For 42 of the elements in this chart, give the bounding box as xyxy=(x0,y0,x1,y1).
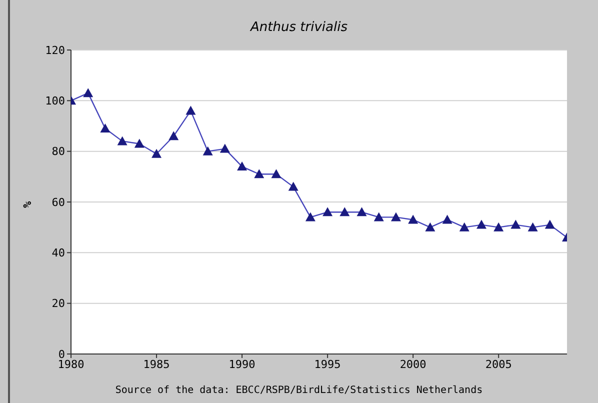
point xyxy=(117,136,128,146)
point xyxy=(168,131,179,140)
y-axis-title: % xyxy=(20,201,34,208)
x-tick-label: 1985 xyxy=(143,358,170,371)
y-tick-label: 20 xyxy=(52,297,65,310)
y-tick-label: 80 xyxy=(52,145,65,158)
point xyxy=(408,214,418,224)
point xyxy=(374,212,384,222)
point xyxy=(152,148,162,158)
y-tick-label: 120 xyxy=(45,44,65,57)
source-note: Source of the data: EBCC/RSPB/BirdLife/Statistics Netherlands xyxy=(114,385,484,396)
point xyxy=(100,124,110,133)
point xyxy=(442,214,452,224)
y-tick-label: 60 xyxy=(52,196,65,209)
point xyxy=(544,220,555,229)
point xyxy=(254,169,264,178)
point xyxy=(186,106,196,115)
chart-title: Anthus trivialis xyxy=(249,20,348,35)
point xyxy=(288,182,298,191)
x-tick-label: 1995 xyxy=(314,358,341,371)
x-tick-label: 1990 xyxy=(228,358,256,371)
point xyxy=(425,222,436,232)
point xyxy=(476,220,486,229)
point xyxy=(134,138,144,148)
point xyxy=(494,222,504,232)
point xyxy=(510,220,521,229)
point xyxy=(305,212,316,222)
point xyxy=(271,169,282,178)
point xyxy=(202,146,213,156)
point xyxy=(390,212,401,222)
point xyxy=(220,144,230,153)
x-tick-label: 2000 xyxy=(400,358,426,371)
point xyxy=(237,162,248,171)
point xyxy=(356,207,367,216)
x-tick-label: 2005 xyxy=(485,358,512,371)
y-tick-label: 100 xyxy=(45,94,65,108)
y-tick-label: 40 xyxy=(52,246,65,260)
point xyxy=(340,207,350,216)
point xyxy=(459,222,470,232)
point xyxy=(83,88,94,98)
point xyxy=(322,207,333,216)
point xyxy=(528,222,538,232)
